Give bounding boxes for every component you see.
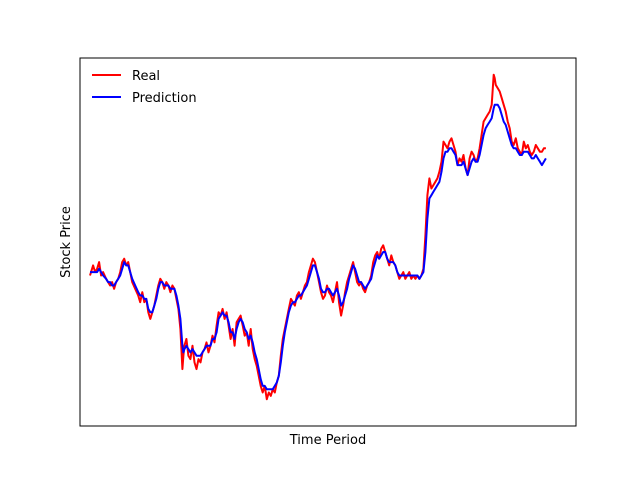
legend-label-real: Real [132, 69, 160, 84]
series-line-prediction [90, 103, 547, 391]
y-axis-label: Stock Price [59, 206, 74, 278]
x-axis-label: Time Period [289, 433, 366, 448]
legend-label-prediction: Prediction [132, 91, 197, 106]
plot-frame [79, 57, 577, 427]
plot-area [80, 58, 576, 426]
legend: Real Prediction [92, 69, 197, 106]
series-layer [89, 73, 547, 401]
